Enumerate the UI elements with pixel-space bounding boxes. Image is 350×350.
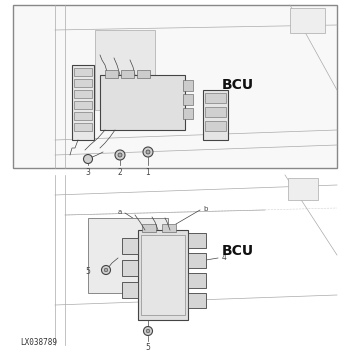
- Text: BCU: BCU: [222, 244, 254, 258]
- Bar: [188, 233, 206, 248]
- Text: 5: 5: [85, 267, 90, 276]
- Bar: [122, 260, 138, 276]
- Circle shape: [146, 329, 150, 333]
- Bar: [74, 123, 92, 131]
- Bar: [72, 65, 94, 140]
- Circle shape: [104, 268, 108, 272]
- Bar: [122, 238, 138, 254]
- Circle shape: [144, 327, 153, 336]
- Circle shape: [84, 154, 92, 163]
- Circle shape: [146, 150, 150, 154]
- Bar: [74, 90, 92, 98]
- Bar: [138, 230, 188, 320]
- Text: 5: 5: [146, 343, 150, 350]
- Circle shape: [115, 150, 125, 160]
- Text: BCU: BCU: [222, 78, 254, 92]
- Bar: [141, 235, 185, 315]
- Bar: [183, 94, 193, 105]
- Bar: [74, 68, 92, 76]
- Bar: [122, 282, 138, 298]
- Text: a: a: [118, 209, 122, 215]
- Bar: [74, 101, 92, 109]
- Text: 4: 4: [222, 253, 227, 262]
- Bar: [74, 79, 92, 87]
- Bar: [137, 70, 150, 78]
- Circle shape: [118, 153, 122, 157]
- Bar: [205, 93, 226, 103]
- Text: LX038789: LX038789: [20, 338, 57, 347]
- Bar: [203, 90, 228, 140]
- Bar: [95, 30, 155, 110]
- Text: 2: 2: [118, 168, 122, 177]
- Bar: [188, 293, 206, 308]
- Bar: [13, 5, 337, 168]
- Text: 3: 3: [85, 168, 90, 177]
- Bar: [288, 178, 318, 200]
- Bar: [205, 107, 226, 117]
- Bar: [188, 253, 206, 268]
- Bar: [88, 218, 168, 293]
- Bar: [205, 121, 226, 131]
- Bar: [121, 70, 134, 78]
- Bar: [100, 75, 185, 130]
- Text: b: b: [203, 206, 207, 212]
- Bar: [183, 108, 193, 119]
- Bar: [162, 224, 176, 232]
- Bar: [183, 80, 193, 91]
- Circle shape: [102, 266, 111, 274]
- Bar: [105, 70, 118, 78]
- Bar: [142, 224, 156, 232]
- Text: 1: 1: [146, 168, 150, 177]
- Circle shape: [143, 147, 153, 157]
- Bar: [290, 8, 325, 33]
- Bar: [74, 112, 92, 120]
- Bar: [188, 273, 206, 288]
